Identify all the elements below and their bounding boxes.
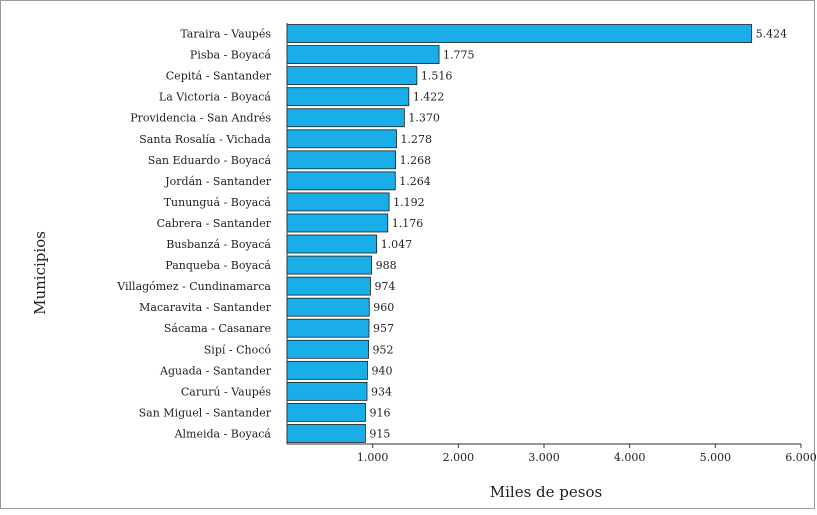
bar <box>286 213 389 233</box>
category-label: Villagómez - Cundinamarca <box>116 280 271 293</box>
data-label: 1.516 <box>421 70 453 83</box>
category-label: Jordán - Santander <box>164 175 271 188</box>
data-label: 940 <box>372 364 393 377</box>
category-label: Sipí - Chocó <box>204 343 272 356</box>
category-label: San Miguel - Santander <box>139 406 272 419</box>
x-axis: 1.000 2.000 3.000 4.000 5.000 6.000 <box>286 23 817 464</box>
category-label: Macaravita - Santander <box>139 301 272 314</box>
category-label: Cabrera - Santander <box>157 217 272 230</box>
bar <box>286 171 396 191</box>
x-tick-label: 6.000 <box>785 451 816 464</box>
data-label: 957 <box>373 322 394 335</box>
y-axis-title: Municipios <box>31 231 49 315</box>
x-axis-title: Miles de pesos <box>490 483 602 501</box>
data-label: 5.424 <box>756 28 788 41</box>
data-label: 934 <box>371 385 392 398</box>
category-label: Pisba - Boyacá <box>190 49 272 62</box>
data-label: 960 <box>373 301 394 314</box>
data-label: 974 <box>374 280 395 293</box>
bar <box>286 424 366 443</box>
category-label: La Victoria - Boyacá <box>159 91 272 104</box>
bar <box>286 129 397 149</box>
x-tick-label: 2.000 <box>443 451 475 464</box>
category-label: Providencia - San Andrés <box>130 112 271 125</box>
bar <box>286 297 370 317</box>
data-label: 916 <box>369 406 390 419</box>
data-label: 1.422 <box>413 91 445 104</box>
data-label: 952 <box>373 343 394 356</box>
bar <box>286 192 390 212</box>
bar <box>286 24 753 43</box>
data-label: 1.268 <box>400 154 432 167</box>
category-label: Aguada - Santander <box>159 364 272 377</box>
bar <box>286 45 440 64</box>
x-tick-label: 4.000 <box>614 451 646 464</box>
bar <box>286 403 366 422</box>
bar <box>286 87 410 107</box>
category-label: Carurú - Vaupés <box>181 385 271 398</box>
bar <box>286 234 378 254</box>
x-tick-label: 3.000 <box>528 451 560 464</box>
bar <box>286 150 397 170</box>
data-label: 1.278 <box>400 133 432 146</box>
data-label: 1.176 <box>392 217 424 230</box>
category-label: Taraira - Vaupés <box>180 28 271 41</box>
value-labels: 5.424 1.775 1.516 1.422 1.370 1.278 1.268 1.264… <box>369 28 787 441</box>
category-label: Almeida - Boyacá <box>174 427 272 440</box>
data-label: 988 <box>376 259 397 272</box>
data-label: 1.775 <box>443 49 475 62</box>
category-label: Sácama - Casanare <box>164 322 271 335</box>
category-label: Cepitá - Santander <box>166 70 272 83</box>
category-label: Santa Rosalía - Vichada <box>139 133 271 146</box>
category-labels: Taraira - Vaupés Pisba - Boyacá Cepitá - S… <box>116 28 271 441</box>
bar <box>286 255 373 275</box>
category-label: Panqueba - Boyacá <box>165 259 271 272</box>
bar <box>286 339 369 359</box>
x-tick-label: 1.000 <box>357 451 389 464</box>
data-label: 1.264 <box>399 175 431 188</box>
bar <box>286 381 368 401</box>
category-label: Busbanzá - Boyacá <box>166 238 271 251</box>
bar <box>286 318 370 338</box>
bar <box>286 66 418 86</box>
bar <box>286 108 405 128</box>
category-label: Tununguá - Boyacá <box>164 196 272 209</box>
data-label: 1.047 <box>381 238 413 251</box>
data-label: 915 <box>369 427 390 440</box>
bar <box>286 276 371 296</box>
bars-group <box>286 24 753 443</box>
bar <box>286 360 368 380</box>
data-label: 1.192 <box>393 196 425 209</box>
data-label: 1.370 <box>408 112 440 125</box>
category-label: San Eduardo - Boyacá <box>148 154 272 167</box>
x-tick-label: 5.000 <box>700 451 732 464</box>
